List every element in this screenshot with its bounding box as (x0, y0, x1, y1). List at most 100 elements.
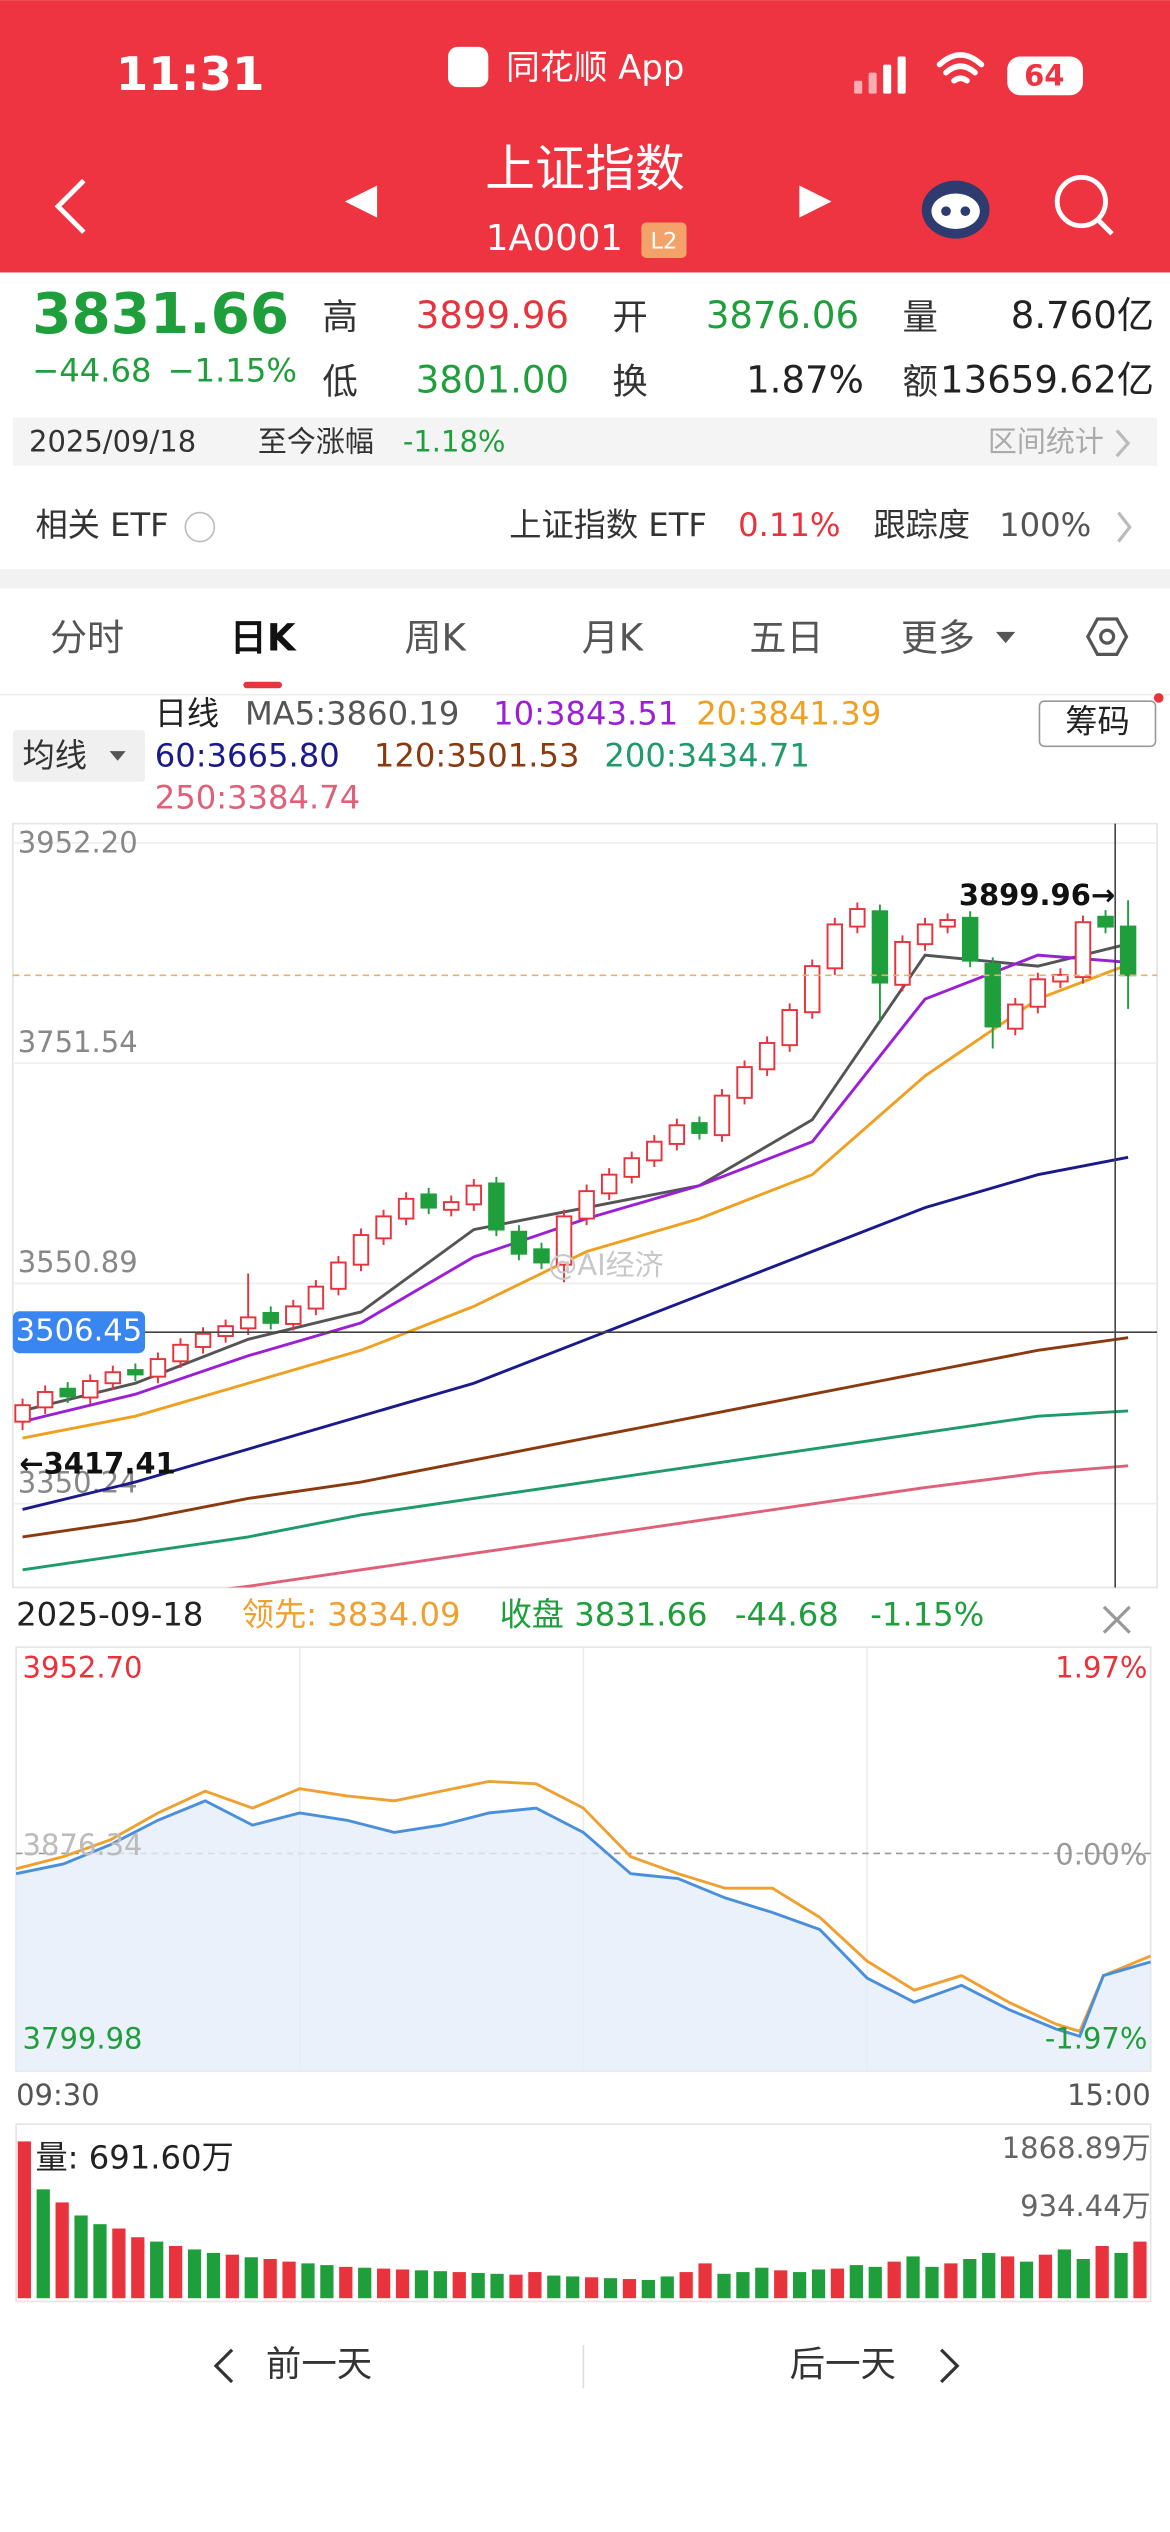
volume-bar (93, 2224, 107, 2299)
candle-body (307, 1285, 325, 1310)
time-end: 15:00 (1067, 2078, 1151, 2112)
field-label: 高 (322, 297, 357, 338)
battery-level: 64 (1024, 58, 1064, 92)
candle-body (916, 923, 934, 946)
candle-body (984, 962, 1001, 1028)
candle-body (623, 1157, 640, 1178)
volume-bar (225, 2254, 239, 2299)
volume-bar (150, 2241, 164, 2299)
volume-bar (206, 2252, 221, 2299)
candle-body (849, 908, 866, 928)
clock: 11:31 (116, 48, 265, 102)
volume-bar (55, 2202, 69, 2299)
ma-line (22, 1409, 1129, 1572)
settings[interactable] (1085, 617, 1129, 657)
volume-bar (963, 2259, 977, 2299)
volume-bar (566, 2276, 580, 2299)
y-top-label: 3952.70 (23, 1651, 143, 1685)
tab-indicator (243, 681, 283, 689)
candle-body (59, 1387, 76, 1398)
prev-day[interactable]: 前一天 (266, 2344, 372, 2385)
candle-body (713, 1094, 731, 1137)
candle-body (149, 1358, 167, 1378)
volume-bar (1001, 2256, 1015, 2299)
kline-chart: MA5:3860.19 10:3843.51 20:3841.39 60:3665.8… (12, 695, 1158, 1588)
volume-bar (395, 2269, 410, 2299)
field-label: 开 (612, 297, 647, 338)
prev-arrow (213, 2348, 234, 2384)
ma-label: 120:3501.53 (374, 737, 580, 775)
volume-bar (641, 2279, 655, 2299)
volume-bar (585, 2277, 599, 2299)
candle-body (781, 1009, 798, 1047)
volume-bar (339, 2266, 353, 2299)
field-label: 低 (322, 362, 357, 403)
tab[interactable]: 更多 (901, 616, 975, 659)
pct-mid: 0.00% (1055, 1838, 1147, 1872)
close-button[interactable] (1102, 1605, 1131, 1634)
assistant-icon[interactable] (921, 180, 990, 239)
volume-bar (74, 2215, 88, 2299)
candle-body (668, 1124, 686, 1145)
volume-bar (244, 2257, 258, 2299)
etf-name[interactable]: 上证指数 ETF (509, 506, 707, 544)
volume-bar (906, 2256, 920, 2299)
period-date: 2025/09/18 (29, 424, 196, 458)
chips-label[interactable]: 筹码 (1065, 703, 1129, 741)
ma-label: 10:3843.51 (493, 695, 678, 733)
tab[interactable]: 分时 (50, 616, 124, 659)
candle-body (262, 1312, 279, 1324)
back-button[interactable] (54, 178, 86, 234)
volume-bar (982, 2252, 996, 2299)
field-value: 3801.00 (416, 359, 569, 402)
y-bottom-label: 3799.98 (23, 2021, 143, 2055)
tab[interactable]: 日K (230, 616, 297, 659)
chips-button[interactable] (1038, 700, 1157, 748)
volume-bar (1057, 2249, 1071, 2299)
volume-bar (887, 2261, 901, 2299)
ma-button-label[interactable]: 均线 (23, 737, 87, 775)
period-link[interactable]: 区间统计 (988, 424, 1104, 458)
tab[interactable]: 月K (582, 616, 645, 659)
tab[interactable]: 五日 (749, 616, 823, 659)
search[interactable] (1054, 174, 1114, 236)
line-label: 日线 (155, 695, 219, 733)
candle-body (127, 1369, 144, 1376)
candle-body (375, 1215, 392, 1240)
candle-body (285, 1305, 302, 1325)
candle-body (1052, 973, 1069, 983)
dropdown (995, 631, 1016, 644)
app-icon (448, 46, 489, 88)
candle-body (82, 1380, 99, 1399)
prev-index[interactable] (344, 185, 378, 218)
prev-close-label: 3876.34 (23, 1828, 143, 1862)
next-index[interactable] (799, 185, 832, 218)
candle-body (691, 1122, 708, 1134)
price-line (15, 1799, 1152, 2039)
volume-bar (358, 2267, 372, 2299)
period-label: 至今涨幅 (258, 424, 374, 458)
volume-bar (925, 2266, 939, 2299)
help-icon[interactable] (184, 511, 216, 543)
candle-body (871, 910, 889, 984)
candle-body (646, 1140, 663, 1162)
tab[interactable]: 周K (404, 616, 467, 659)
field-value: 8.760亿 (1011, 294, 1154, 337)
close-label: 收盘 3831.66 (500, 1596, 708, 1634)
tracking: 100% (999, 506, 1091, 544)
candle-body (330, 1261, 347, 1290)
volume-bar (490, 2273, 504, 2299)
app-name[interactable]: 同花顺 App (506, 48, 684, 87)
volume-bar (755, 2267, 769, 2299)
intraday-chart: 3952.70 3799.98 3876.34 (15, 1651, 1152, 2071)
candle-body (555, 1215, 573, 1266)
ma-button[interactable] (12, 730, 146, 782)
volume-bar (320, 2265, 334, 2299)
intraday-change: -44.68 (735, 1596, 839, 1634)
volume-bar (169, 2245, 183, 2299)
candle-body (420, 1193, 437, 1209)
volume-bar (774, 2270, 788, 2299)
ma-label: 200:3434.71 (604, 737, 810, 775)
next-day[interactable]: 后一天 (790, 2344, 896, 2385)
